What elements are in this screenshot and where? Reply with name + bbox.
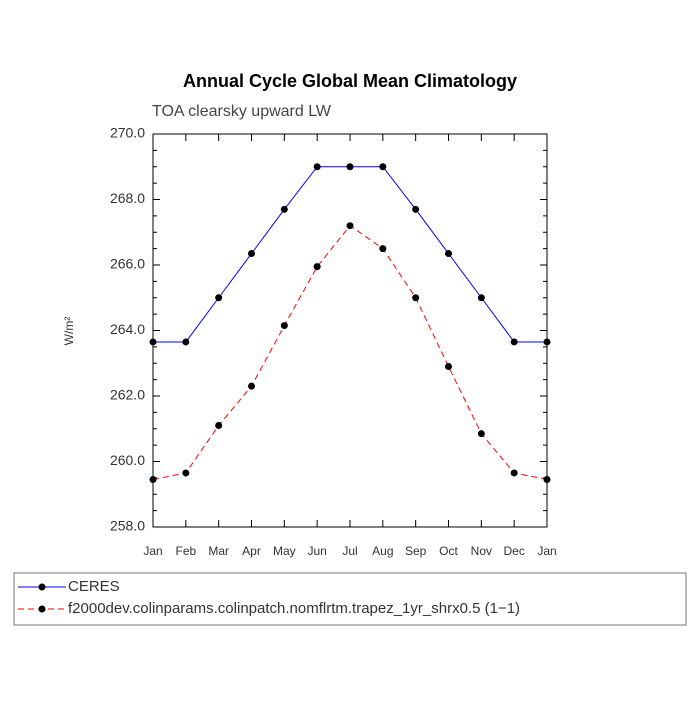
plot-frame	[152, 133, 548, 528]
data-point	[412, 294, 420, 302]
x-tick-label: Oct	[439, 544, 458, 558]
data-point	[182, 469, 190, 477]
data-point	[379, 245, 387, 253]
x-tick-label: Jan	[537, 544, 556, 558]
y-tick-label: 260.0	[110, 452, 145, 468]
x-tick-label: May	[273, 544, 296, 558]
data-point	[313, 163, 321, 171]
x-tick-label: Sep	[405, 544, 427, 558]
data-point	[346, 163, 354, 171]
chart-subtitle: TOA clearsky upward LW	[152, 103, 332, 120]
data-point	[149, 338, 157, 346]
y-tick-label: 262.0	[110, 387, 145, 403]
data-point	[510, 338, 518, 346]
series-line	[152, 225, 548, 481]
data-point	[445, 250, 452, 258]
legend-label: CERES	[68, 578, 120, 595]
y-tick-label: 258.0	[110, 518, 145, 534]
x-tick-label: Jan	[143, 544, 162, 558]
legend-marker	[38, 583, 46, 591]
y-axis-label: W/m²	[62, 317, 76, 346]
x-tick-label: Jun	[307, 544, 326, 558]
series-line	[153, 166, 547, 343]
data-point	[280, 322, 288, 330]
data-point	[248, 250, 255, 258]
legend-marker	[38, 605, 46, 613]
data-point	[149, 476, 157, 484]
x-tick-label: Nov	[471, 544, 492, 558]
y-tick-label: 270.0	[110, 125, 145, 141]
x-tick-label: Mar	[208, 544, 229, 558]
data-point	[248, 382, 255, 390]
data-point	[346, 222, 354, 230]
x-tick-label: Apr	[242, 544, 261, 558]
legend-label: f2000dev.colinparams.colinpatch.nomflrtm…	[68, 600, 520, 617]
y-tick-label: 268.0	[110, 190, 145, 206]
legend-box	[13, 572, 687, 626]
data-point	[313, 263, 321, 271]
data-point	[445, 363, 452, 371]
x-tick-label: Aug	[372, 544, 393, 558]
data-point	[215, 421, 223, 429]
chart-title: Annual Cycle Global Mean Climatology	[183, 71, 517, 91]
data-point	[477, 430, 485, 438]
data-point	[543, 338, 551, 346]
data-point	[280, 205, 288, 213]
x-tick-label: Feb	[175, 544, 196, 558]
y-tick-label: 264.0	[110, 321, 145, 337]
data-point	[543, 476, 551, 484]
x-tick-label: Dec	[503, 544, 524, 558]
y-tick-label: 266.0	[110, 256, 145, 272]
data-point	[477, 294, 485, 302]
data-point	[510, 469, 518, 477]
data-point	[215, 294, 223, 302]
x-tick-label: Jul	[342, 544, 357, 558]
data-point	[182, 338, 190, 346]
data-point	[379, 163, 387, 171]
data-point	[412, 205, 420, 213]
